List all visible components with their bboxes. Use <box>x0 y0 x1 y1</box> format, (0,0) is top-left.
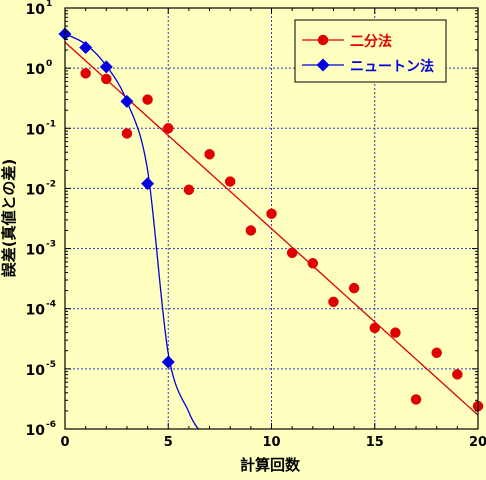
bisection-point <box>266 208 277 219</box>
bisection-point <box>410 394 422 405</box>
grid-layer <box>65 8 478 429</box>
y-tick-label-base: 10 <box>26 122 46 138</box>
bisection-point <box>328 296 339 308</box>
bisection-point <box>307 258 319 269</box>
y-tick-label-exponent: -6 <box>46 420 56 430</box>
y-tick-label-exponent: -3 <box>46 240 56 250</box>
newton-point <box>120 94 134 108</box>
bisection-point <box>163 123 174 134</box>
x-tick-labels: 0 5 10 15 20 <box>60 435 486 450</box>
y-tick-label-base: 10 <box>26 2 46 18</box>
bisection-point <box>245 225 257 236</box>
y-tick-label: 10 <box>26 122 46 138</box>
newton-point <box>79 41 93 55</box>
legend-marker-series-1 <box>317 34 329 46</box>
newton-point <box>99 60 113 74</box>
y-tick-label: 10 <box>26 303 46 319</box>
y-tick-label-base: 10 <box>26 62 46 78</box>
bisection-point <box>183 184 195 196</box>
y-tick-label-exponent: 0 <box>46 59 52 69</box>
legend-label-series-2: ニュートン法 <box>350 58 434 75</box>
y-tick-label-exponent: -1 <box>46 119 56 129</box>
legend-marker-series-2 <box>316 58 330 72</box>
bisection-point <box>431 347 442 359</box>
x-tick-label: 5 <box>164 435 173 450</box>
y-tick-label: 10 <box>26 2 46 18</box>
y-tick-label-base: 10 <box>26 423 46 439</box>
bisection-point <box>142 94 153 105</box>
bisection-point <box>224 176 236 187</box>
y-tick-label: 10 <box>26 423 46 439</box>
x-tick-label: 15 <box>366 435 384 450</box>
y-tick-label-base: 10 <box>26 303 46 319</box>
bisection-point <box>204 149 215 160</box>
legend-box <box>294 19 447 83</box>
bisection-point <box>286 247 298 259</box>
y-tick-label-base: 10 <box>26 182 46 198</box>
bisection-point <box>80 68 91 79</box>
bisection-point <box>452 369 463 380</box>
fit-line-series-1 <box>65 41 478 416</box>
bisection-point <box>121 128 133 139</box>
y-axis-label: 誤差(真値との差) <box>0 159 18 278</box>
y-tick-label: 10 <box>26 62 46 78</box>
legend-label-series-1: 二分法 <box>350 33 392 50</box>
bisection-point <box>101 73 112 85</box>
y-tick-label-base: 10 <box>26 363 46 379</box>
y-tick-label: 10 <box>26 182 46 198</box>
bisection-point <box>348 282 360 294</box>
y-tick-label-exponent: -5 <box>46 360 56 370</box>
tick-layer <box>64 7 479 430</box>
y-tick-label-exponent: -4 <box>46 300 56 310</box>
bisection-point <box>369 322 380 334</box>
bisection-point <box>390 327 401 338</box>
y-tick-label: 10 <box>26 243 46 259</box>
y-tick-label: 10 <box>26 363 46 379</box>
x-tick-label: 10 <box>262 435 280 450</box>
newton-point <box>141 177 155 191</box>
x-tick-label: 20 <box>469 435 486 450</box>
x-tick-label: 0 <box>60 435 69 450</box>
y-tick-label-base: 10 <box>26 243 46 259</box>
y-tick-label-exponent: -2 <box>46 179 56 189</box>
y-tick-label-exponent: 1 <box>46 0 52 9</box>
marker-layer <box>58 27 484 412</box>
newton-point <box>161 355 175 369</box>
x-axis-label: 計算回数 <box>240 456 301 474</box>
